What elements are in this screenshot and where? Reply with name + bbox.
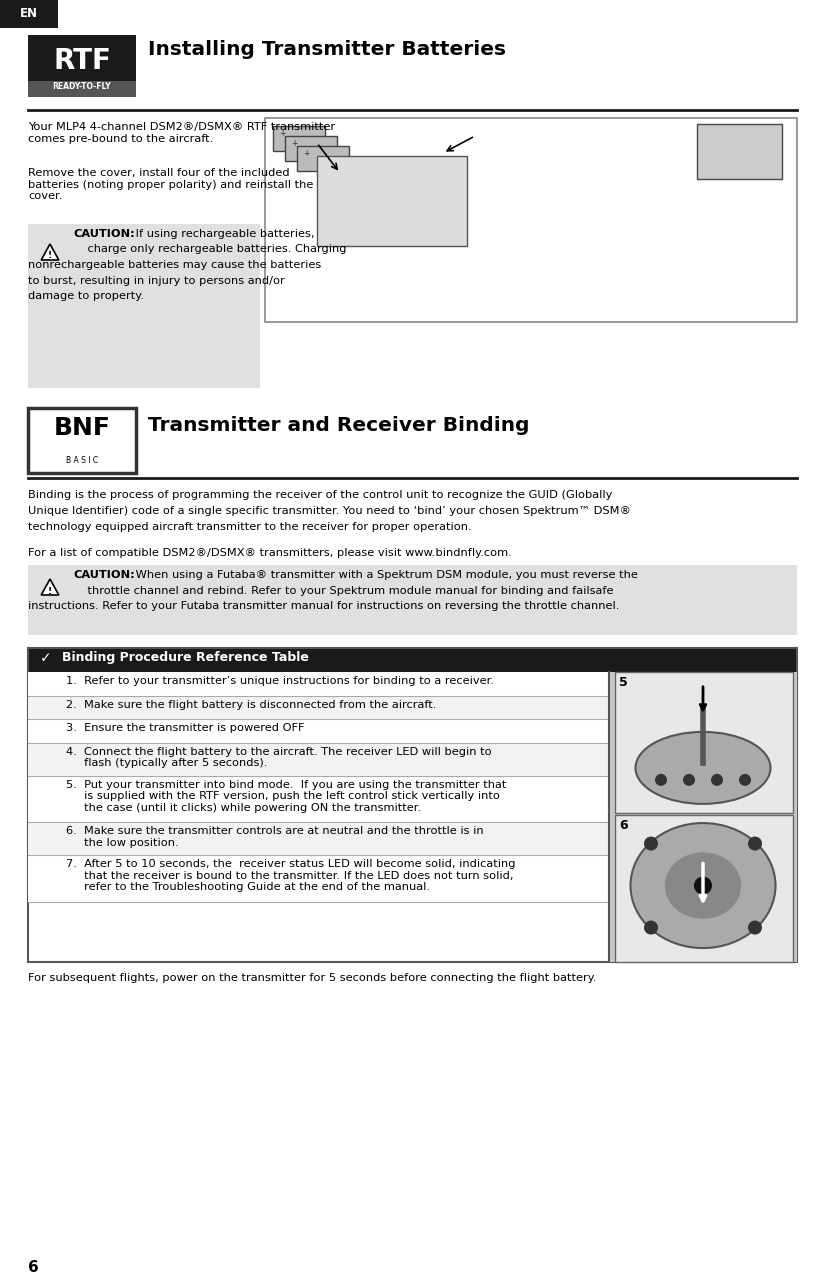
Text: BNF: BNF xyxy=(54,416,111,440)
FancyBboxPatch shape xyxy=(697,124,782,178)
FancyBboxPatch shape xyxy=(28,672,609,695)
FancyBboxPatch shape xyxy=(28,695,609,719)
Text: !: ! xyxy=(48,586,52,595)
FancyBboxPatch shape xyxy=(0,0,58,28)
Text: Your MLP4 4-channel DSM2®/DSMX® RTF transmitter
comes pre-bound to the aircraft.: Your MLP4 4-channel DSM2®/DSMX® RTF tran… xyxy=(28,122,335,144)
Text: EN: EN xyxy=(20,6,38,20)
Ellipse shape xyxy=(635,732,771,803)
Text: +: + xyxy=(303,149,309,158)
Text: instructions. Refer to your Futaba transmitter manual for instructions on revers: instructions. Refer to your Futaba trans… xyxy=(28,601,620,611)
Circle shape xyxy=(748,921,762,935)
Text: Binding is the process of programming the receiver of the control unit to recogn: Binding is the process of programming th… xyxy=(28,490,612,500)
Text: CAUTION:: CAUTION: xyxy=(73,570,134,580)
Text: 3.  Ensure the transmitter is powered OFF: 3. Ensure the transmitter is powered OFF xyxy=(66,723,304,733)
FancyBboxPatch shape xyxy=(28,82,136,97)
Text: 6: 6 xyxy=(28,1260,39,1275)
Text: B A S I C: B A S I C xyxy=(66,456,98,465)
Text: Installing Transmitter Batteries: Installing Transmitter Batteries xyxy=(148,40,506,59)
Text: technology equipped aircraft transmitter to the receiver for proper operation.: technology equipped aircraft transmitter… xyxy=(28,521,472,532)
Text: 5.  Put your transmitter into bind mode.  If you are using the transmitter that
: 5. Put your transmitter into bind mode. … xyxy=(66,779,507,812)
FancyBboxPatch shape xyxy=(28,822,609,856)
Text: RTF: RTF xyxy=(53,47,111,75)
Text: throttle channel and rebind. Refer to your Spektrum module manual for binding an: throttle channel and rebind. Refer to yo… xyxy=(73,585,614,595)
Text: damage to property.: damage to property. xyxy=(28,291,144,301)
FancyBboxPatch shape xyxy=(28,34,136,97)
Text: 4.  Connect the flight battery to the aircraft. The receiver LED will begin to
 : 4. Connect the flight battery to the air… xyxy=(66,746,492,768)
Text: charge only rechargeable batteries. Charging: charge only rechargeable batteries. Char… xyxy=(73,245,346,255)
Text: Remove the cover, install four of the included
batteries (noting proper polarity: Remove the cover, install four of the in… xyxy=(28,168,314,201)
Circle shape xyxy=(711,774,723,785)
Text: ✓: ✓ xyxy=(40,652,52,666)
Circle shape xyxy=(644,921,658,935)
Circle shape xyxy=(683,774,695,785)
Circle shape xyxy=(739,774,751,785)
FancyBboxPatch shape xyxy=(28,775,609,822)
FancyBboxPatch shape xyxy=(28,856,609,901)
FancyBboxPatch shape xyxy=(317,156,467,246)
Polygon shape xyxy=(41,244,59,260)
FancyBboxPatch shape xyxy=(615,672,793,813)
Ellipse shape xyxy=(630,824,775,949)
Text: When using a Futaba® transmitter with a Spektrum DSM module, you must reverse th: When using a Futaba® transmitter with a … xyxy=(132,570,638,580)
FancyBboxPatch shape xyxy=(615,815,793,963)
Text: Transmitter and Receiver Binding: Transmitter and Receiver Binding xyxy=(148,416,530,435)
Polygon shape xyxy=(41,579,59,595)
Text: to burst, resulting in injury to persons and/or: to burst, resulting in injury to persons… xyxy=(28,275,285,286)
FancyBboxPatch shape xyxy=(28,408,136,473)
Circle shape xyxy=(655,774,667,785)
FancyBboxPatch shape xyxy=(609,672,797,963)
Text: CAUTION:: CAUTION: xyxy=(73,230,134,238)
Text: Unique Identifier) code of a single specific transmitter. You need to ‘bind’ you: Unique Identifier) code of a single spec… xyxy=(28,506,631,516)
Text: READY-TO-FLY: READY-TO-FLY xyxy=(53,82,111,91)
Text: If using rechargeable batteries,: If using rechargeable batteries, xyxy=(132,230,314,238)
FancyBboxPatch shape xyxy=(297,147,349,171)
FancyBboxPatch shape xyxy=(28,565,797,635)
Text: +: + xyxy=(291,139,297,148)
Text: 6: 6 xyxy=(619,819,628,833)
Text: !: ! xyxy=(48,251,52,260)
Text: +: + xyxy=(279,129,285,138)
FancyBboxPatch shape xyxy=(28,224,260,388)
Text: For subsequent flights, power on the transmitter for 5 seconds before connecting: For subsequent flights, power on the tra… xyxy=(28,973,596,983)
Text: 1.  Refer to your transmitter’s unique instructions for binding to a receiver.: 1. Refer to your transmitter’s unique in… xyxy=(66,676,494,686)
Ellipse shape xyxy=(666,853,741,918)
Text: nonrechargeable batteries may cause the batteries: nonrechargeable batteries may cause the … xyxy=(28,260,321,270)
Text: Binding Procedure Reference Table: Binding Procedure Reference Table xyxy=(62,652,309,664)
Circle shape xyxy=(694,876,712,895)
Text: 6.  Make sure the transmitter controls are at neutral and the throttle is in
   : 6. Make sure the transmitter controls ar… xyxy=(66,826,483,848)
Text: 2.  Make sure the flight battery is disconnected from the aircraft.: 2. Make sure the flight battery is disco… xyxy=(66,700,436,709)
Text: For a list of compatible DSM2®/DSMX® transmitters, please visit www.bindnfly.com: For a list of compatible DSM2®/DSMX® tra… xyxy=(28,548,512,558)
Circle shape xyxy=(644,836,658,850)
Circle shape xyxy=(748,836,762,850)
FancyBboxPatch shape xyxy=(265,119,797,323)
Text: 7.  After 5 to 10 seconds, the  receiver status LED will become solid, indicatin: 7. After 5 to 10 seconds, the receiver s… xyxy=(66,859,516,892)
FancyBboxPatch shape xyxy=(285,136,337,161)
FancyBboxPatch shape xyxy=(28,742,609,775)
FancyBboxPatch shape xyxy=(28,648,797,672)
FancyBboxPatch shape xyxy=(28,719,609,742)
FancyBboxPatch shape xyxy=(273,126,325,150)
Text: 5: 5 xyxy=(619,676,628,688)
